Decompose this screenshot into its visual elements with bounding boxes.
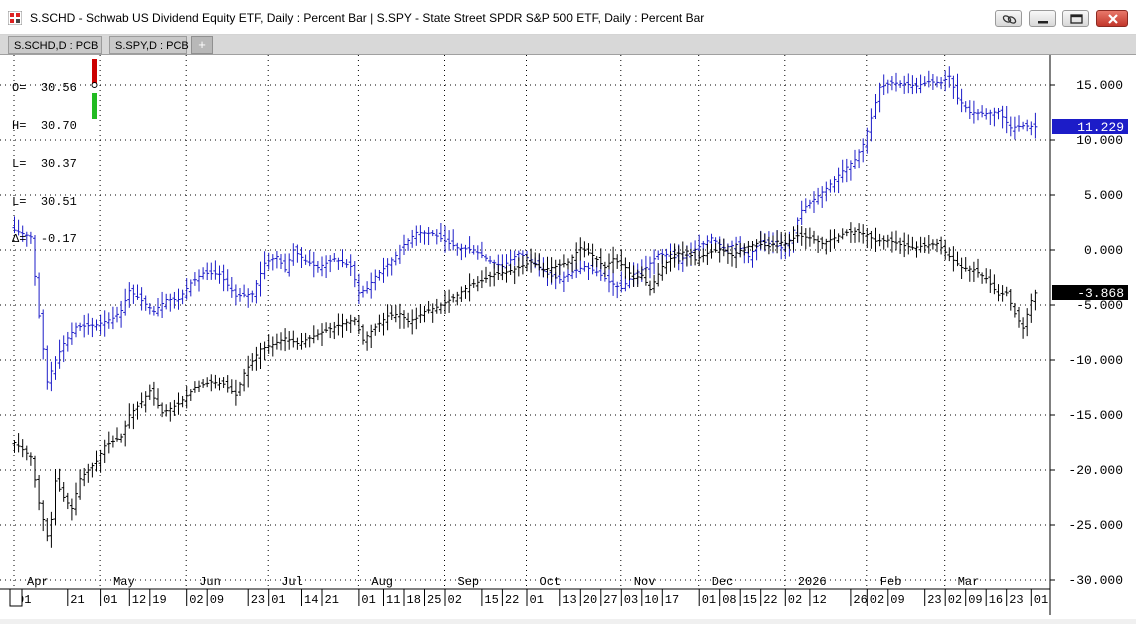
x-day-label: 12 [132,593,146,607]
x-day-label: 01 [361,593,375,607]
x-day-label: 10 [644,593,658,607]
y-tick-label: 10.000 [1076,133,1123,148]
minimize-button[interactable] [1029,10,1056,27]
ohlc-row-open: O= 30.56 [12,81,77,96]
spy-last-value: 11.229 [1077,120,1124,135]
scroll-start-handle[interactable] [9,588,23,607]
ohlc-row-low: L= 30.37 [12,156,77,171]
x-day-label: 01 [1034,593,1048,607]
x-day-label: 11 [386,593,400,607]
y-tick-label: 15.000 [1076,78,1123,93]
x-day-label: 25 [427,593,441,607]
x-day-label: 22 [505,593,519,607]
x-day-label: 22 [763,593,777,607]
x-day-label: 19 [152,593,166,607]
y-tick-label: -25.000 [1068,518,1123,533]
x-day-label: 02 [788,593,802,607]
x-day-label: 01 [530,593,544,607]
spy-last-value-box [1052,119,1128,134]
chart-background [0,55,1136,619]
tab-bar: S.SCHD,D : PCB S.SPY,D : PCB + [0,35,1136,55]
x-day-label: 02 [448,593,462,607]
app-icon [8,11,22,25]
minimize-icon [1038,21,1048,24]
maximize-icon [1070,14,1083,24]
x-day-label: 23 [927,593,941,607]
maximize-button[interactable] [1062,10,1089,27]
x-day-label: 18 [407,593,421,607]
tab-schd[interactable]: S.SCHD,D : PCB [8,36,102,54]
y-tick-label: 0.000 [1084,243,1123,258]
tab-spy[interactable]: S.SPY,D : PCB [109,36,189,54]
add-tab-button[interactable]: + [191,36,213,54]
x-month-label: Oct [540,575,562,589]
y-tick-label: -30.000 [1068,573,1123,588]
title-bar: S.SCHD - Schwab US Dividend Equity ETF, … [0,0,1136,35]
indicator-marker [91,82,98,88]
indicator-down-bar [92,59,97,85]
x-day-label: 03 [624,593,638,607]
x-day-label: 02 [189,593,203,607]
x-day-label: 16 [989,593,1003,607]
price-axis[interactable]: 15.000 10.000 5.000 0.000 -5.000 -10.000 -15.0… [1050,78,1123,588]
close-button[interactable] [1096,10,1128,27]
x-day-label: 09 [210,593,224,607]
indicator-up-bar [92,93,97,119]
x-day-label: 20 [583,593,597,607]
x-day-label: 17 [665,593,679,607]
x-day-label: 01 [271,593,285,607]
x-day-label: 13 [562,593,576,607]
y-tick-label: -5.000 [1076,298,1123,313]
x-day-label: 02 [948,593,962,607]
x-day-label: 15 [743,593,757,607]
spy-bars [12,66,1038,392]
x-month-label: Aug [371,575,393,589]
x-day-label: 26 [853,593,867,607]
x-day-label: 27 [603,593,617,607]
x-day-label: 15 [484,593,498,607]
x-day-label: 14 [304,593,318,607]
schd-bars [12,222,1038,548]
y-tick-label: -10.000 [1068,353,1123,368]
y-tick-label: -20.000 [1068,463,1123,478]
y-tick-label: -15.000 [1068,408,1123,423]
chart-area[interactable]: 15.000 10.000 5.000 0.000 -5.000 -10.000 -15.0… [0,55,1136,619]
x-day-label: 12 [812,593,826,607]
x-day-label: 01 [702,593,716,607]
close-icon [1108,14,1118,24]
x-day-label: 23 [1009,593,1023,607]
x-month-label: Sep [458,575,480,589]
x-month-label: Nov [634,575,656,589]
price-chart[interactable]: 15.000 10.000 5.000 0.000 -5.000 -10.000 -15.0… [0,55,1136,619]
link-button[interactable] [995,10,1022,27]
x-month-label: Feb [880,575,902,589]
schd-last-value-box [1052,285,1128,300]
x-day-label: 01 [103,593,117,607]
x-month-label: Jul [281,575,303,589]
x-day-label: 08 [722,593,736,607]
ohlc-data-box: O= 30.56 H= 30.70 L= 30.37 L= 30.51 Δ= -… [12,57,77,271]
x-day-label: 09 [968,593,982,607]
schd-last-value: -3.868 [1077,286,1124,301]
x-month-label: Dec [712,575,734,589]
x-day-label: 21 [70,593,84,607]
y-tick-label: 5.000 [1084,188,1123,203]
ohlc-row-high: H= 30.70 [12,118,77,133]
window-title: S.SCHD - Schwab US Dividend Equity ETF, … [30,11,705,25]
x-month-label: 2026 [798,575,827,589]
data-window-indicator [91,59,98,119]
x-day-label: 21 [325,593,339,607]
x-month-label: Mar [958,575,980,589]
ohlc-row-last: L= 30.51 [12,194,77,209]
x-day-label: 02 [870,593,884,607]
ohlc-row-change: Δ= -0.17 [12,232,77,247]
x-month-label: Jun [199,575,221,589]
link-icon [1002,15,1017,24]
x-day-label: 23 [251,593,265,607]
x-day-label: 09 [890,593,904,607]
x-month-label: Apr [27,575,49,589]
x-month-label: May [113,575,135,589]
